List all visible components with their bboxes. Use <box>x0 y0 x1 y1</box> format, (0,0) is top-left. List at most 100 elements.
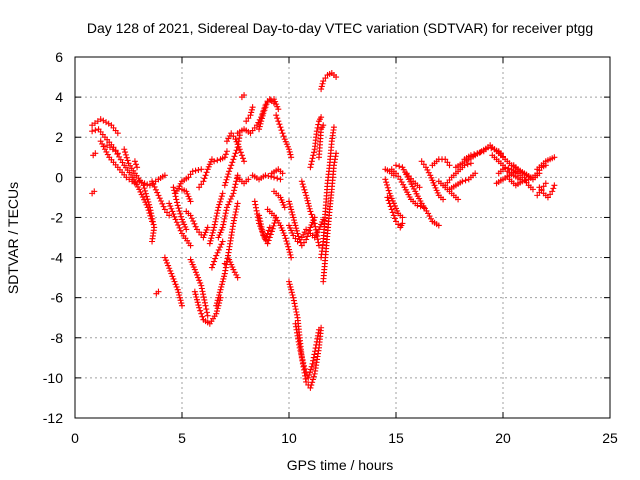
data-point <box>289 211 296 218</box>
data-point <box>216 291 223 298</box>
data-point <box>138 191 145 198</box>
data-point <box>279 130 286 137</box>
data-point <box>390 212 397 219</box>
data-point <box>209 229 216 236</box>
data-point <box>148 213 155 220</box>
data-point <box>233 206 240 213</box>
data-point <box>230 217 237 224</box>
data-point <box>315 121 322 128</box>
data-point <box>383 179 390 186</box>
data-point <box>259 112 266 119</box>
data-point <box>218 193 225 200</box>
data-point <box>213 213 220 220</box>
data-point <box>312 345 319 352</box>
data-point <box>164 259 171 266</box>
data-point <box>190 218 197 225</box>
data-point <box>261 235 268 242</box>
data-point <box>168 270 175 277</box>
data-point <box>307 384 314 391</box>
data-point <box>286 278 292 285</box>
data-point <box>122 149 129 156</box>
data-point <box>230 190 237 197</box>
data-point <box>201 296 208 303</box>
data-point <box>193 271 200 278</box>
data-point <box>308 158 315 165</box>
data-point <box>302 189 309 196</box>
data-point <box>241 158 248 165</box>
data-point <box>196 277 203 284</box>
data-point <box>233 147 240 154</box>
x-tick-label: 0 <box>71 430 79 446</box>
data-point <box>173 283 180 290</box>
data-point <box>315 239 322 246</box>
x-tick-label: 5 <box>178 430 186 446</box>
data-point <box>155 288 162 295</box>
data-point <box>193 296 200 303</box>
data-point <box>522 177 529 184</box>
data-point <box>248 106 255 113</box>
data-point <box>259 229 266 236</box>
data-point <box>142 190 149 197</box>
data-point <box>243 118 250 125</box>
data-point <box>218 283 225 290</box>
data-point <box>92 150 99 157</box>
data-point <box>225 135 232 142</box>
data-point <box>169 208 176 215</box>
data-point <box>306 227 313 234</box>
data-point <box>287 203 294 210</box>
y-tick-label: -4 <box>51 250 64 266</box>
data-point <box>455 196 462 203</box>
data-point <box>385 197 392 204</box>
data-point <box>216 201 223 208</box>
data-point <box>435 222 442 229</box>
data-point <box>313 231 320 238</box>
data-point <box>268 228 275 235</box>
data-point <box>172 216 179 223</box>
data-point <box>286 198 292 205</box>
data-point <box>198 282 205 289</box>
data-point <box>227 195 234 202</box>
data-point <box>213 310 220 317</box>
data-point <box>393 218 399 225</box>
data-point <box>301 186 308 193</box>
data-point <box>265 172 272 179</box>
data-point <box>288 289 295 296</box>
data-point <box>222 151 229 158</box>
data-point <box>290 294 297 301</box>
data-point <box>281 232 288 239</box>
data-point <box>307 366 314 373</box>
data-point <box>232 211 239 218</box>
x-tick-label: 15 <box>388 430 404 446</box>
data-point <box>170 275 177 282</box>
data-point <box>285 243 292 250</box>
data-point <box>330 124 337 131</box>
data-point <box>551 182 558 189</box>
data-point <box>309 379 316 386</box>
data-point <box>442 156 449 163</box>
data-point <box>488 145 495 152</box>
data-point <box>239 155 246 162</box>
data-point <box>216 289 223 296</box>
data-point <box>230 266 237 273</box>
data-point <box>213 308 220 315</box>
data-point <box>264 230 271 237</box>
data-point <box>132 161 139 168</box>
data-point <box>170 184 177 191</box>
data-point <box>210 261 217 268</box>
data-point <box>123 154 130 161</box>
data-point <box>219 224 226 231</box>
data-point <box>534 170 541 177</box>
data-point <box>260 110 267 117</box>
data-point <box>191 266 198 273</box>
data-point <box>416 184 423 191</box>
data-point <box>187 171 194 178</box>
data-point <box>279 170 286 177</box>
data-point <box>544 194 551 201</box>
data-point <box>188 215 195 222</box>
data-point <box>198 310 205 317</box>
data-point <box>261 107 268 114</box>
data-point <box>311 348 318 355</box>
tick-labels-layer: 0 5 10 15 20 25 -12 -10 -8 -6 -4 -2 0 2 4 6 <box>43 49 618 446</box>
